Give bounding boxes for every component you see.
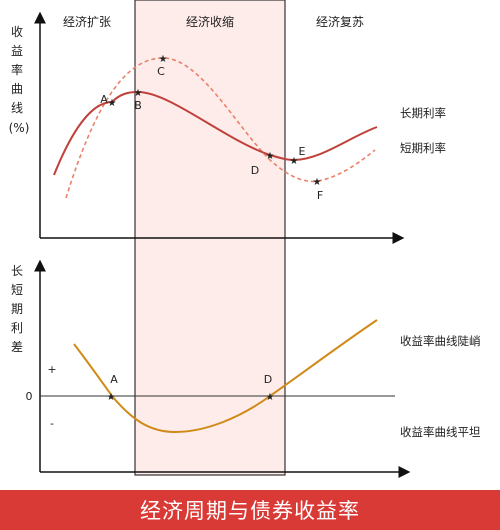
point-marker-a: ★ — [108, 98, 117, 109]
steep-curve-label: 收益率曲线陡峭 — [400, 334, 481, 348]
point-label-f: F — [317, 189, 323, 202]
bottom-ylabel-char: 短 — [11, 283, 23, 297]
top-ylabel-char: 线 — [11, 101, 23, 115]
yield-curve-diagram: 经济扩张 经济收缩 经济复苏 收 益 率 曲 线 (%) ★ ★ ★ ★ ★ ★… — [9, 0, 481, 478]
phase-label-expansion: 经济扩张 — [63, 14, 111, 29]
top-ylabel-char: 收 — [11, 25, 23, 39]
phase-label-recovery: 经济复苏 — [316, 14, 364, 29]
bottom-ylabel-char: 利 — [11, 321, 23, 335]
point-marker-f: ★ — [313, 177, 322, 188]
legend-long-rate: 长期利率 — [400, 106, 446, 120]
point-label-e: E — [299, 145, 306, 158]
point-marker-e: ★ — [290, 156, 299, 167]
spread-point-marker-d: ★ — [266, 392, 275, 403]
point-marker-d: ★ — [266, 151, 275, 162]
spread-point-label-d: D — [264, 373, 272, 386]
legend-short-rate: 短期利率 — [400, 141, 446, 155]
point-label-a: A — [100, 93, 108, 106]
bottom-ylabel-char: 期 — [11, 302, 23, 316]
point-marker-c: ★ — [159, 54, 168, 65]
spread-point-marker-a: ★ — [107, 392, 116, 403]
spread-minus-label: - — [50, 417, 54, 430]
bottom-ylabel-char: 长 — [11, 264, 23, 278]
point-label-b: B — [134, 99, 142, 112]
footer-title-banner: 经济周期与债券收益率 — [0, 490, 500, 530]
point-marker-b: ★ — [134, 88, 143, 99]
top-ylabel-char: (%) — [9, 121, 30, 135]
point-label-c: C — [157, 65, 165, 78]
spread-plus-label: + — [47, 363, 56, 376]
spread-zero-label: 0 — [26, 390, 33, 403]
top-ylabel-char: 曲 — [11, 82, 23, 96]
bottom-ylabel-char: 差 — [11, 340, 23, 354]
long-rate-curve — [53, 90, 378, 176]
spread-curve — [73, 319, 378, 434]
top-ylabel-char: 益 — [11, 44, 23, 58]
flat-curve-label: 收益率曲线平坦 — [400, 425, 481, 439]
spread-point-label-a: A — [110, 373, 118, 386]
top-ylabel-char: 率 — [11, 62, 23, 77]
phase-label-contraction: 经济收缩 — [186, 14, 234, 29]
point-label-d: D — [251, 164, 259, 177]
short-rate-curve — [65, 57, 376, 199]
